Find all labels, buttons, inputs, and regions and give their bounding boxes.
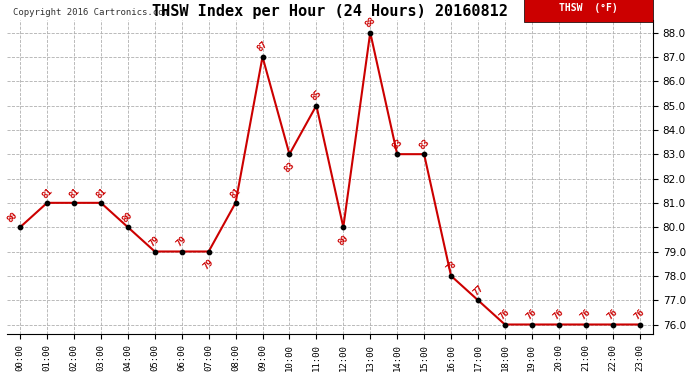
Text: 79: 79 bbox=[148, 235, 161, 249]
Point bbox=[580, 321, 591, 327]
Point bbox=[284, 151, 295, 157]
Text: 83: 83 bbox=[282, 160, 297, 174]
Text: 81: 81 bbox=[228, 186, 243, 200]
Text: 80: 80 bbox=[336, 233, 351, 247]
Text: 81: 81 bbox=[94, 186, 108, 200]
Point bbox=[634, 321, 645, 327]
Point bbox=[14, 224, 26, 230]
Title: THSW Index per Hour (24 Hours) 20160812: THSW Index per Hour (24 Hours) 20160812 bbox=[152, 4, 508, 19]
Text: 76: 76 bbox=[552, 308, 566, 322]
Point bbox=[473, 297, 484, 303]
Text: 79: 79 bbox=[201, 258, 216, 272]
Point bbox=[365, 30, 376, 36]
Text: 83: 83 bbox=[417, 137, 431, 151]
Text: 87: 87 bbox=[255, 40, 270, 54]
Text: 80: 80 bbox=[5, 210, 19, 224]
Point bbox=[68, 200, 79, 206]
FancyBboxPatch shape bbox=[524, 0, 653, 22]
Text: 85: 85 bbox=[309, 88, 324, 103]
Text: 76: 76 bbox=[579, 308, 593, 322]
Point bbox=[95, 200, 106, 206]
Point bbox=[41, 200, 52, 206]
Text: 77: 77 bbox=[471, 283, 485, 297]
Point bbox=[176, 249, 187, 255]
Text: 81: 81 bbox=[67, 186, 81, 200]
Point bbox=[311, 102, 322, 108]
Text: 83: 83 bbox=[390, 137, 404, 151]
Text: 76: 76 bbox=[633, 308, 647, 322]
Text: 78: 78 bbox=[444, 259, 458, 273]
Point bbox=[446, 273, 457, 279]
Point bbox=[419, 151, 430, 157]
Text: 80: 80 bbox=[121, 210, 135, 224]
Text: 76: 76 bbox=[525, 308, 539, 322]
Text: Copyright 2016 Cartronics.com: Copyright 2016 Cartronics.com bbox=[13, 8, 169, 17]
Point bbox=[553, 321, 564, 327]
Point bbox=[392, 151, 403, 157]
Text: THSW  (°F): THSW (°F) bbox=[559, 3, 618, 13]
Point bbox=[122, 224, 133, 230]
Point bbox=[203, 249, 214, 255]
Point bbox=[230, 200, 241, 206]
Point bbox=[526, 321, 538, 327]
Text: 81: 81 bbox=[40, 186, 54, 200]
Text: 76: 76 bbox=[606, 308, 620, 322]
Point bbox=[257, 54, 268, 60]
Text: 76: 76 bbox=[498, 308, 512, 322]
Point bbox=[607, 321, 618, 327]
Point bbox=[500, 321, 511, 327]
Point bbox=[338, 224, 349, 230]
Text: 88: 88 bbox=[363, 16, 377, 30]
Point bbox=[149, 249, 160, 255]
Text: 79: 79 bbox=[175, 235, 188, 249]
